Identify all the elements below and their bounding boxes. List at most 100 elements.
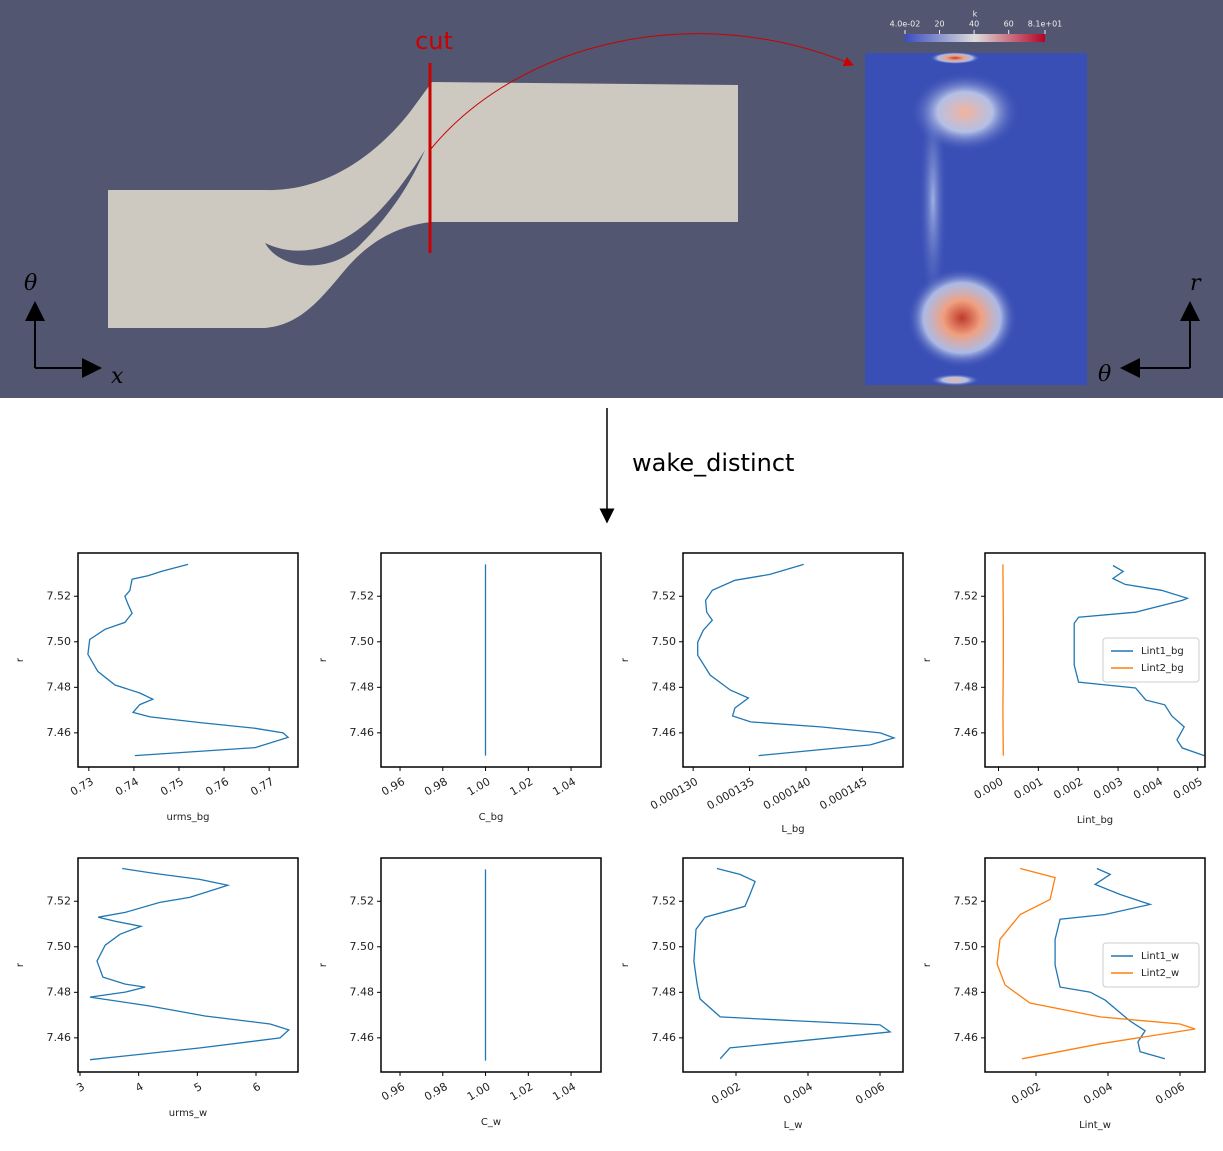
series-line xyxy=(87,563,290,757)
y-tick-label: 7.50 xyxy=(652,940,677,953)
series-line xyxy=(1054,867,1166,1060)
axes-frame xyxy=(984,552,1206,768)
x-axis-label: urms_w xyxy=(169,1108,207,1119)
hot-spot xyxy=(907,268,1017,368)
y-tick-label: 7.48 xyxy=(954,985,979,998)
y-tick-label: 7.46 xyxy=(954,726,979,739)
y-tick-label: 7.50 xyxy=(652,635,677,648)
x-tick-label: 1.02 xyxy=(508,1080,536,1104)
cut-label: cut xyxy=(415,27,453,55)
y-tick-label: 7.48 xyxy=(47,985,72,998)
axis-symbol: θ xyxy=(24,271,37,296)
x-axis-label: C_bg xyxy=(479,812,504,823)
y-tick-label: 7.52 xyxy=(350,894,375,907)
x-tick-label: 0.98 xyxy=(422,775,450,799)
y-tick-label: 7.50 xyxy=(954,940,979,953)
x-tick-label: 1.00 xyxy=(465,1080,493,1104)
x-tick-label: 6 xyxy=(250,1080,263,1095)
y-tick-label: 7.46 xyxy=(350,726,375,739)
x-tick-label: 4 xyxy=(133,1080,146,1095)
y-tick-label: 7.50 xyxy=(350,635,375,648)
y-tick-label: 7.48 xyxy=(954,680,979,693)
blade xyxy=(265,150,425,266)
colorbar-label: 60 xyxy=(1004,20,1014,29)
y-tick-label: 7.50 xyxy=(954,635,979,648)
y-tick-label: 7.50 xyxy=(47,635,72,648)
y-tick-label: 7.48 xyxy=(350,680,375,693)
x-axis-label: L_bg xyxy=(781,824,804,835)
legend-box xyxy=(1102,942,1200,988)
x-tick-label: 0.000145 xyxy=(817,775,869,813)
x-tick-label: 0.002 xyxy=(1051,775,1085,802)
y-tick-label: 7.48 xyxy=(350,985,375,998)
y-axis-label: r xyxy=(318,962,329,967)
legend-box xyxy=(1102,637,1200,683)
y-tick-label: 7.46 xyxy=(954,1031,979,1044)
y-axis-label: r xyxy=(318,657,329,662)
x-axis-label: Lint_bg xyxy=(1077,815,1113,826)
axes-frame xyxy=(682,552,904,768)
hot-spot xyxy=(930,52,980,64)
axes-frame xyxy=(77,552,299,768)
x-tick-label: 0.96 xyxy=(379,1080,407,1104)
x-tick-label: 1.04 xyxy=(550,1080,578,1104)
x-tick-label: 0.96 xyxy=(379,775,407,799)
x-tick-label: 0.006 xyxy=(1153,1080,1187,1107)
axis-symbol: x xyxy=(111,364,124,389)
hot-spot xyxy=(910,72,1020,152)
x-tick-label: 0.003 xyxy=(1091,775,1125,802)
axes-frame xyxy=(77,857,299,1073)
subplot: 7.46 7.48 7.50 7.52 0.96 0.98 1.00 1.02 1.04 r C_w xyxy=(318,857,602,1128)
cut-arrow xyxy=(429,33,854,151)
axis-symbol: θ xyxy=(1098,362,1111,387)
x-tick-label: 0.000130 xyxy=(648,775,700,813)
x-tick-label: 0.73 xyxy=(68,775,96,799)
y-axis-label: r xyxy=(15,962,26,967)
y-axis-label: r xyxy=(922,962,933,967)
y-tick-label: 7.46 xyxy=(652,1031,677,1044)
x-tick-label: 0.000135 xyxy=(705,775,757,813)
legend-label: Lint1_w xyxy=(1141,951,1179,962)
x-tick-label: 0.76 xyxy=(203,775,231,799)
y-tick-label: 7.46 xyxy=(47,726,72,739)
y-tick-label: 7.48 xyxy=(652,985,677,998)
y-axis-label: r xyxy=(922,657,933,662)
series-line xyxy=(693,867,892,1060)
axes-frame xyxy=(380,552,602,768)
axis-symbol: r xyxy=(1190,271,1202,296)
y-tick-label: 7.46 xyxy=(47,1031,72,1044)
colorbar-label: 8.1e+01 xyxy=(1028,20,1063,29)
subplot: 7.46 7.48 7.50 7.52 0.000 0.001 0.002 0.003 0.00… xyxy=(922,552,1206,826)
x-tick-label: 0.98 xyxy=(422,1080,450,1104)
series-line xyxy=(996,867,1196,1060)
colorbar-label: 40 xyxy=(969,20,979,29)
x-tick-label: 0.75 xyxy=(158,775,186,799)
x-axis-label: urms_bg xyxy=(167,812,210,823)
x-tick-label: 3 xyxy=(74,1080,87,1095)
flow-domain xyxy=(108,82,738,328)
y-tick-label: 7.46 xyxy=(652,726,677,739)
colorbar-group: 4.0e-02 20 40 60 8.1e+01 xyxy=(890,20,1063,34)
axes-frame xyxy=(682,857,904,1073)
x-tick-label: 0.001 xyxy=(1012,775,1046,802)
y-tick-label: 7.52 xyxy=(652,589,677,602)
colorbar-label: 20 xyxy=(934,20,944,29)
y-tick-label: 7.48 xyxy=(652,680,677,693)
x-tick-label: 0.002 xyxy=(709,1080,743,1107)
x-tick-label: 0.004 xyxy=(1131,775,1165,802)
y-tick-label: 7.50 xyxy=(47,940,72,953)
x-axis-label: C_w xyxy=(481,1117,501,1128)
legend-label: Lint2_bg xyxy=(1141,663,1184,674)
subplot: 7.46 7.48 7.50 7.52 0.000130 0.000135 0.000140… xyxy=(620,552,904,835)
y-tick-label: 7.52 xyxy=(954,589,979,602)
x-tick-label: 0.74 xyxy=(113,775,141,799)
colorbar xyxy=(905,34,1045,42)
subplot: 7.46 7.48 7.50 7.52 0.73 0.74 0.75 0.76 0.77 r urm… xyxy=(15,552,299,823)
x-tick-label: 1.02 xyxy=(508,775,536,799)
colorbar-label: 4.0e-02 xyxy=(890,20,921,29)
y-tick-label: 7.52 xyxy=(47,894,72,907)
x-tick-label: 0.002 xyxy=(1009,1080,1043,1107)
legend-label: Lint1_bg xyxy=(1141,646,1184,657)
x-tick-label: 0.000 xyxy=(972,775,1006,802)
